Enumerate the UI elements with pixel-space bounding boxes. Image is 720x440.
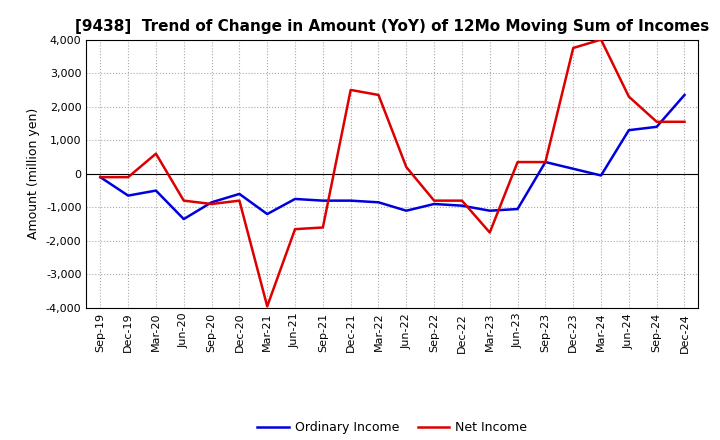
Ordinary Income [152,188,161,193]
Net Income [374,92,383,98]
Ordinary Income [680,92,689,98]
Ordinary Income [624,128,633,133]
Net Income [291,227,300,232]
Ordinary Income [263,211,271,216]
Ordinary Income [402,208,410,213]
Net Income [458,198,467,203]
Net Income [624,94,633,99]
Ordinary Income [318,198,327,203]
Net Income [124,175,132,180]
Net Income [430,198,438,203]
Ordinary Income [179,216,188,222]
Net Income [318,225,327,230]
Ordinary Income [541,159,550,165]
Title: [9438]  Trend of Change in Amount (YoY) of 12Mo Moving Sum of Incomes: [9438] Trend of Change in Amount (YoY) o… [76,19,709,34]
Ordinary Income [597,173,606,178]
Ordinary Income [346,198,355,203]
Ordinary Income [374,200,383,205]
Ordinary Income [569,166,577,172]
Net Income [263,304,271,309]
Net Income [346,87,355,92]
Net Income [569,45,577,51]
Y-axis label: Amount (million yen): Amount (million yen) [27,108,40,239]
Net Income [597,37,606,42]
Net Income [152,151,161,156]
Net Income [680,119,689,125]
Line: Net Income: Net Income [100,40,685,306]
Net Income [652,119,661,125]
Ordinary Income [124,193,132,198]
Ordinary Income [485,208,494,213]
Ordinary Income [513,206,522,212]
Net Income [96,175,104,180]
Ordinary Income [458,203,467,208]
Ordinary Income [652,124,661,129]
Legend: Ordinary Income, Net Income: Ordinary Income, Net Income [252,416,533,439]
Ordinary Income [291,196,300,202]
Net Income [541,159,550,165]
Net Income [179,198,188,203]
Net Income [207,202,216,207]
Net Income [235,198,243,203]
Net Income [513,159,522,165]
Ordinary Income [430,202,438,207]
Line: Ordinary Income: Ordinary Income [100,95,685,219]
Net Income [485,230,494,235]
Net Income [402,165,410,170]
Ordinary Income [96,175,104,180]
Ordinary Income [207,200,216,205]
Ordinary Income [235,191,243,197]
